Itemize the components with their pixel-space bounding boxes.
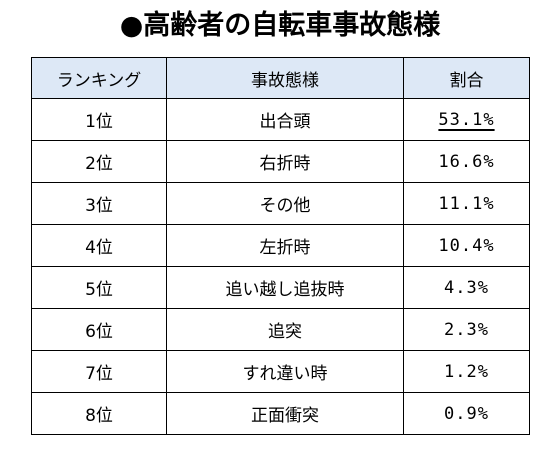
table-row: 5位 追い越し追抜時 4.3%: [31, 266, 530, 309]
rank-cell: 1位: [31, 98, 167, 141]
table-row: 1位 出合頭 53.1%: [31, 98, 530, 141]
rank-cell: 4位: [31, 224, 167, 267]
accident-type-cell: すれ違い時: [166, 350, 404, 393]
rank-cell: 8位: [31, 392, 167, 435]
share-cell: 11.1%: [403, 182, 530, 225]
accident-type-cell: 正面衝突: [166, 392, 404, 435]
share-cell: 53.1%: [403, 98, 530, 141]
share-cell: 4.3%: [403, 266, 530, 309]
column-header-share: 割合: [403, 57, 530, 99]
column-header-accident-type: 事故態様: [166, 57, 404, 99]
accident-type-cell: 出合頭: [166, 98, 404, 141]
accident-type-cell: 追突: [166, 308, 404, 351]
rank-cell: 6位: [31, 308, 167, 351]
table-row: 2位 右折時 16.6%: [31, 140, 530, 183]
share-cell: 0.9%: [403, 392, 530, 435]
table-header-row: ランキング 事故態様 割合: [31, 57, 530, 99]
share-cell: 1.2%: [403, 350, 530, 393]
rank-cell: 2位: [31, 140, 167, 183]
share-cell: 2.3%: [403, 308, 530, 351]
rank-cell: 3位: [31, 182, 167, 225]
accident-type-cell: その他: [166, 182, 404, 225]
page-title: ●高齢者の自転車事故態様: [119, 10, 441, 41]
accident-ranking-table: ランキング 事故態様 割合 1位 出合頭 53.1% 2位 右折時 16.6% …: [31, 57, 530, 435]
rank-cell: 7位: [31, 350, 167, 393]
share-cell: 16.6%: [403, 140, 530, 183]
share-cell: 10.4%: [403, 224, 530, 267]
accident-type-cell: 左折時: [166, 224, 404, 267]
table-row: 6位 追突 2.3%: [31, 308, 530, 351]
accident-type-cell: 右折時: [166, 140, 404, 183]
rank-cell: 5位: [31, 266, 167, 309]
table-row: 8位 正面衝突 0.9%: [31, 392, 530, 435]
table-row: 3位 その他 11.1%: [31, 182, 530, 225]
table-row: 4位 左折時 10.4%: [31, 224, 530, 267]
accident-type-cell: 追い越し追抜時: [166, 266, 404, 309]
column-header-ranking: ランキング: [31, 57, 167, 99]
table-row: 7位 すれ違い時 1.2%: [31, 350, 530, 393]
